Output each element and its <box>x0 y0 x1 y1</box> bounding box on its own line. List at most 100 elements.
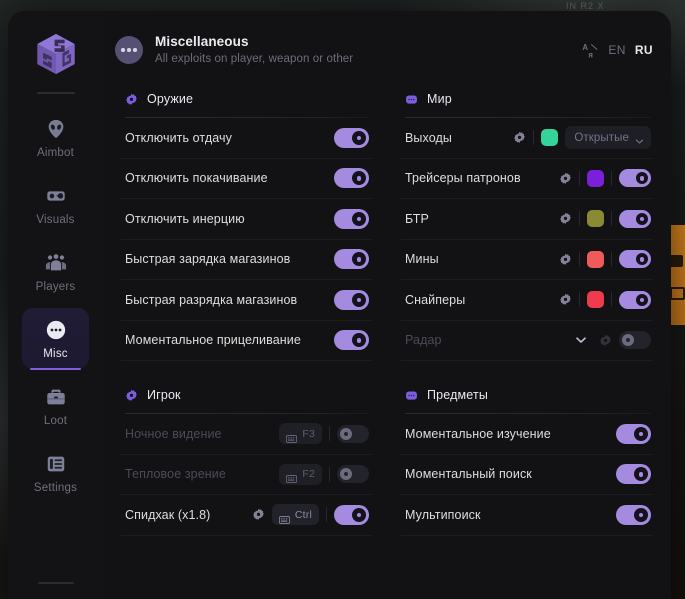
keyboard-icon <box>286 430 298 443</box>
sidebar-item-label: Visuals <box>36 214 75 226</box>
language-option-ru[interactable]: RU <box>634 43 653 57</box>
gear-icon[interactable] <box>513 131 526 144</box>
page-subtitle: All exploits on player, weapon or other <box>155 53 354 66</box>
sidebar-item-misc[interactable]: Misc <box>22 308 89 370</box>
toggle-switch[interactable] <box>616 504 651 525</box>
section-title: Предметы <box>427 388 488 402</box>
game-hud-orange-panel <box>667 225 685 325</box>
section-divider <box>405 413 651 414</box>
toggle-switch[interactable] <box>616 423 651 444</box>
toggle-switch[interactable] <box>334 208 369 229</box>
divider <box>579 211 580 227</box>
row-label: Моментальный поиск <box>405 467 532 482</box>
translate-icon[interactable]: A я <box>582 42 599 59</box>
expand-radar-button[interactable] <box>563 332 599 348</box>
table-row: Быстрая зарядка магазинов <box>121 240 371 280</box>
row-label: Ночное видение <box>125 426 222 441</box>
gear-icon[interactable] <box>559 293 572 306</box>
keyboard-icon <box>278 511 290 524</box>
divider <box>611 170 612 186</box>
section-world: Мир Выходы Открытые <box>401 89 653 361</box>
section-divider <box>405 117 651 118</box>
keybind-badge[interactable]: F3 <box>279 423 322 445</box>
row-label: Отключить покачивание <box>125 171 268 186</box>
row-label: Моментальное прицеливание <box>125 333 301 348</box>
keybind-label: F3 <box>302 427 315 440</box>
toggle-switch[interactable] <box>337 465 369 484</box>
table-row: Моментальное прицеливание <box>121 321 371 361</box>
row-label: Моментальное изучение <box>405 426 551 441</box>
svg-text:A: A <box>583 42 589 51</box>
color-swatch[interactable] <box>541 129 559 147</box>
row-label: Спидхак (x1.8) <box>125 507 211 522</box>
table-row: Тепловое зрение F2 <box>121 455 371 495</box>
keybind-badge[interactable]: F2 <box>279 463 322 485</box>
section-weapon: Оружие Отключить отдачу Отключить покачи… <box>121 89 371 361</box>
dots-circle-icon <box>45 319 67 341</box>
gear-icon[interactable] <box>559 212 572 225</box>
sidebar-item-label: Loot <box>43 415 68 427</box>
sidebar-item-label: Aimbot <box>37 147 74 159</box>
table-row: Моментальный поиск <box>401 455 653 495</box>
row-label: Мультипоиск <box>405 507 481 522</box>
table-row: Отключить инерцию <box>121 199 371 240</box>
keybind-badge[interactable]: Ctrl <box>271 504 319 526</box>
people-icon <box>45 252 67 274</box>
keybind-label: Ctrl <box>294 508 312 521</box>
gear-small-icon <box>125 389 138 402</box>
sidebar-item-loot[interactable]: Loot <box>22 375 89 436</box>
briefcase-icon <box>45 386 67 408</box>
toggle-switch[interactable] <box>619 250 651 269</box>
row-label: Быстрая разрядка магазинов <box>125 292 298 307</box>
table-row: Моментальное изучение <box>401 414 653 455</box>
section-player: Игрок Ночное видение F3 <box>121 385 371 536</box>
color-swatch[interactable] <box>587 291 604 309</box>
section-title: Оружие <box>147 92 194 106</box>
toggle-switch[interactable] <box>334 127 369 148</box>
toggle-switch[interactable] <box>619 331 651 350</box>
row-label: Выходы <box>405 130 452 145</box>
divider <box>579 251 580 267</box>
sidebar-item-aimbot[interactable]: Aimbot <box>22 107 89 168</box>
toggle-switch[interactable] <box>337 424 369 443</box>
gear-icon[interactable] <box>599 334 612 347</box>
gear-icon[interactable] <box>252 508 265 521</box>
divider <box>611 211 612 227</box>
divider <box>611 251 612 267</box>
language-option-en[interactable]: EN <box>608 43 626 57</box>
divider <box>611 292 612 308</box>
toggle-switch[interactable] <box>334 249 369 270</box>
table-row: Отключить покачивание <box>121 159 371 199</box>
color-swatch[interactable] <box>587 169 604 187</box>
gear-icon[interactable] <box>559 253 572 266</box>
globe-purple-icon <box>405 389 418 402</box>
table-row: Спидхак (x1.8) Ctrl <box>121 495 371 536</box>
sidebar-item-visuals[interactable]: Visuals <box>22 174 89 235</box>
section-header: Оружие <box>121 89 371 117</box>
keyboard-icon <box>286 470 298 484</box>
toggle-switch[interactable] <box>334 330 369 351</box>
toggle-switch[interactable] <box>619 169 651 188</box>
svg-text:я: я <box>589 50 594 58</box>
color-swatch[interactable] <box>587 210 604 228</box>
table-row: Мультипоиск <box>401 495 653 536</box>
toggle-switch[interactable] <box>616 464 651 485</box>
sidebar-item-players[interactable]: Players <box>22 241 89 302</box>
toggle-switch[interactable] <box>334 289 369 310</box>
select-value: Открытые <box>574 131 629 144</box>
toggle-switch[interactable] <box>619 209 651 228</box>
sidebar-item-settings[interactable]: Settings <box>22 442 89 503</box>
right-column: Мир Выходы Открытые <box>387 89 671 599</box>
color-swatch[interactable] <box>587 250 604 268</box>
gear-icon[interactable] <box>559 172 572 185</box>
toggle-switch[interactable] <box>619 290 651 309</box>
row-label: Мины <box>405 252 439 267</box>
section-divider <box>125 413 369 414</box>
toggle-switch[interactable] <box>334 168 369 189</box>
sidebar: Aimbot Visuals Players <box>8 11 103 599</box>
table-row: Выходы Открытые <box>401 118 653 159</box>
exits-select[interactable]: Открытые <box>565 126 651 150</box>
toggle-switch[interactable] <box>334 504 369 525</box>
row-label: Отключить инерцию <box>125 211 245 226</box>
table-row: Отключить отдачу <box>121 118 371 159</box>
